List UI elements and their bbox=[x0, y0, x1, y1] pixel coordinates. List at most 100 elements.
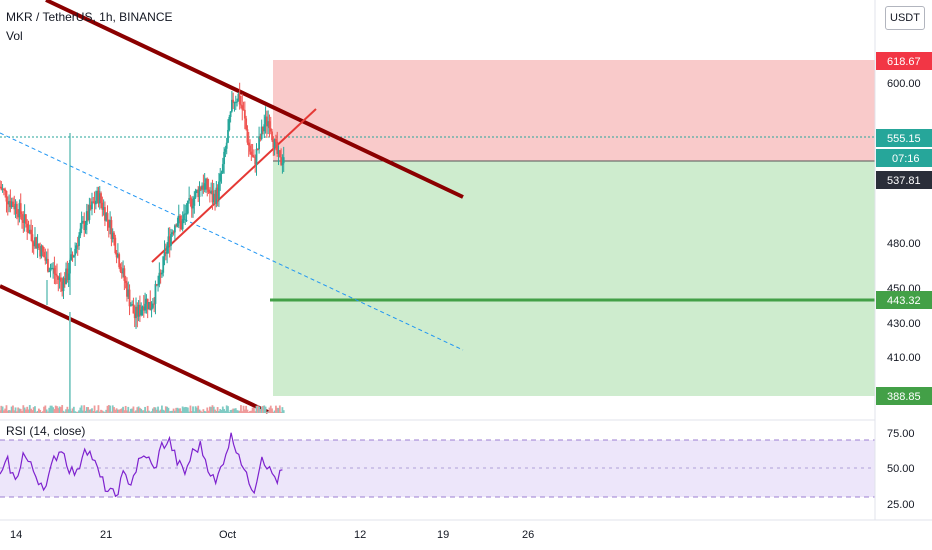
volume-bar bbox=[62, 410, 65, 413]
candle-body bbox=[70, 254, 73, 260]
take-profit-badge bbox=[876, 387, 932, 405]
candle-body bbox=[18, 203, 21, 218]
volume-bar bbox=[246, 409, 249, 413]
candle-body bbox=[219, 173, 222, 182]
candle-body bbox=[89, 204, 92, 210]
volume-bar bbox=[237, 410, 240, 413]
candle-body bbox=[210, 190, 213, 194]
candle-body bbox=[66, 268, 69, 280]
price-tick: 430.00 bbox=[887, 318, 921, 330]
volume-bar bbox=[36, 410, 39, 413]
candle-body bbox=[39, 246, 42, 257]
volume-bar bbox=[28, 405, 31, 413]
volume-bar bbox=[140, 408, 143, 413]
candle-body bbox=[13, 206, 16, 210]
candle-body bbox=[188, 198, 191, 201]
candle-body bbox=[35, 237, 38, 249]
dashed-trendline[interactable] bbox=[0, 132, 464, 351]
volume-bar bbox=[50, 405, 53, 413]
candle-body bbox=[253, 156, 255, 158]
volume-bar bbox=[164, 406, 167, 413]
channel-lower-line[interactable] bbox=[0, 284, 269, 414]
stop-loss-zone[interactable] bbox=[273, 60, 875, 161]
candle-body bbox=[100, 193, 102, 203]
candle-body bbox=[278, 150, 281, 158]
candle-body bbox=[104, 207, 106, 221]
candle-body bbox=[132, 304, 135, 314]
volume-bar bbox=[150, 411, 153, 413]
candle-body bbox=[27, 231, 30, 234]
volume-bar bbox=[84, 410, 87, 413]
volume-bar bbox=[93, 405, 96, 413]
candle-body bbox=[229, 111, 232, 117]
candle-body bbox=[254, 157, 257, 165]
volume-bar bbox=[223, 409, 226, 413]
price-tick: 410.00 bbox=[887, 352, 921, 364]
volume-bar bbox=[18, 408, 21, 413]
symbol-title: MKR / TetherUS, 1h, BINANCE bbox=[6, 10, 173, 24]
volume-bar bbox=[236, 410, 238, 413]
candle-body bbox=[199, 187, 202, 190]
volume-bar bbox=[281, 407, 284, 413]
candle-body bbox=[30, 229, 32, 235]
volume-bar bbox=[207, 410, 210, 413]
volume-bar bbox=[13, 410, 16, 413]
volume-bar bbox=[170, 410, 172, 413]
volume-bar bbox=[83, 405, 86, 413]
volume-bar bbox=[96, 410, 99, 413]
candle-body bbox=[25, 214, 27, 224]
currency-button[interactable]: USDT bbox=[885, 6, 925, 30]
candle-body bbox=[62, 278, 65, 292]
candle-body bbox=[82, 220, 84, 223]
volume-bar bbox=[142, 410, 145, 413]
volume-bar bbox=[175, 407, 178, 413]
candle-body bbox=[10, 201, 13, 208]
volume-bar bbox=[114, 409, 117, 413]
volume-bar bbox=[282, 410, 285, 413]
candle-body bbox=[233, 102, 236, 104]
candle-body bbox=[109, 220, 112, 228]
volume-bar bbox=[166, 406, 169, 413]
candle-body bbox=[75, 245, 78, 249]
candle-body bbox=[268, 121, 271, 129]
volume-bar bbox=[247, 411, 250, 413]
candle-body bbox=[183, 214, 185, 220]
ascending-support-line[interactable] bbox=[151, 108, 317, 263]
candle-body bbox=[243, 109, 246, 119]
volume-bar bbox=[214, 409, 216, 413]
candle-body bbox=[47, 258, 49, 272]
volume-bar bbox=[0, 405, 3, 413]
candle-body bbox=[21, 214, 23, 221]
candle-body bbox=[61, 281, 64, 292]
volume-bar bbox=[245, 405, 248, 413]
volume-bar bbox=[85, 407, 88, 413]
volume-bar bbox=[198, 409, 201, 413]
volume-bar bbox=[276, 407, 279, 413]
volume-bar bbox=[106, 405, 109, 413]
candle-body bbox=[227, 129, 229, 143]
volume-bar bbox=[148, 410, 150, 413]
candle-body bbox=[50, 268, 53, 270]
volume-bar bbox=[263, 405, 266, 413]
volume-bar bbox=[250, 410, 253, 413]
volume-bar bbox=[268, 407, 271, 413]
channel-upper-line[interactable] bbox=[45, 0, 464, 199]
volume-bar bbox=[167, 407, 170, 413]
candle-body bbox=[214, 193, 216, 204]
candle-body bbox=[150, 307, 153, 311]
volume-bar bbox=[157, 406, 159, 413]
volume-bar bbox=[105, 409, 108, 413]
candle-body bbox=[225, 142, 228, 149]
candle-body bbox=[269, 128, 272, 132]
candle-body bbox=[192, 205, 194, 209]
candle-body bbox=[170, 234, 172, 246]
volume-bar bbox=[27, 409, 30, 413]
price-tick: 480.00 bbox=[887, 238, 921, 250]
entry-price-label: 537.81 bbox=[887, 175, 921, 187]
take-profit-zone[interactable] bbox=[273, 161, 875, 396]
candle-body bbox=[1, 188, 4, 190]
candle-body bbox=[80, 222, 83, 229]
candle-body bbox=[281, 163, 284, 165]
volume-bar bbox=[172, 408, 175, 413]
